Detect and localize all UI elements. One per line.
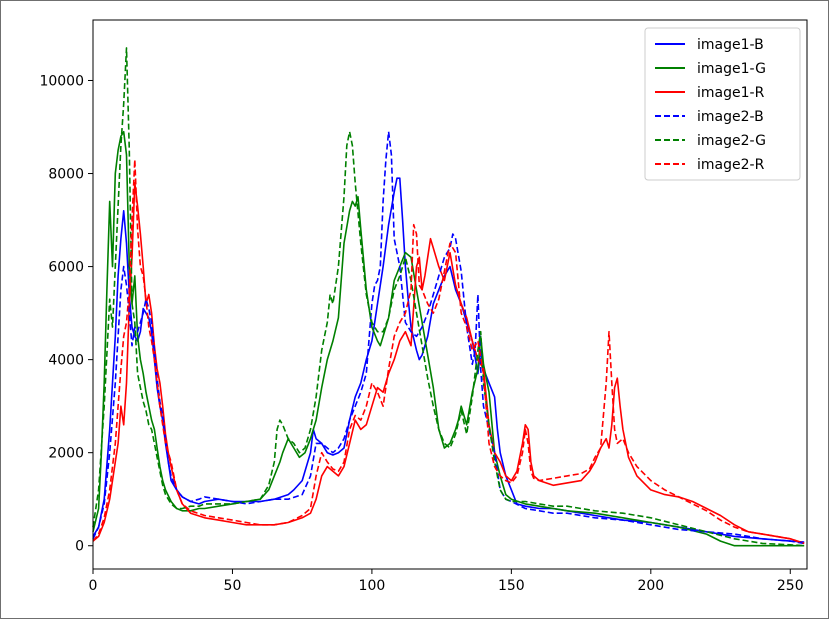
- x-tick-label: 50: [224, 578, 242, 594]
- legend-box: [644, 27, 801, 181]
- series-line-image2-G: [92, 47, 805, 547]
- series-layer: [92, 47, 805, 547]
- legend-label-image2-R: image2-R: [697, 157, 765, 173]
- legend-label-image1-G: image1-G: [697, 61, 766, 77]
- legend-label-image2-G: image2-G: [697, 133, 766, 149]
- y-tick-label: 4000: [48, 353, 84, 369]
- y-tick-label: 8000: [48, 167, 84, 183]
- x-tick-label: 200: [637, 578, 664, 594]
- series-line-image1-G: [92, 130, 805, 547]
- y-tick-label: 2000: [48, 446, 84, 462]
- series-line-image2-B: [92, 130, 805, 545]
- legend-label-image2-B: image2-B: [697, 109, 764, 125]
- legend-label-image1-B: image1-B: [697, 37, 764, 53]
- x-tick-label: 250: [777, 578, 804, 594]
- series-line-image2-R: [92, 158, 805, 545]
- x-tick-label: 100: [359, 578, 386, 594]
- x-tick-label: 150: [498, 578, 525, 594]
- axes-layer: 0 50 100 150 200 250 0 2000 4000 6000 8000 10000: [39, 73, 803, 594]
- y-tick-label: 0: [75, 539, 84, 555]
- x-tick-label: 0: [89, 578, 98, 594]
- plot-frame: [92, 19, 808, 570]
- y-tick-label: 10000: [39, 73, 84, 89]
- legend-label-image1-R: image1-R: [697, 85, 765, 101]
- legend: image1-B image1-G image1-R image2-B image2-G…: [644, 27, 801, 181]
- y-tick-label: 6000: [48, 260, 84, 276]
